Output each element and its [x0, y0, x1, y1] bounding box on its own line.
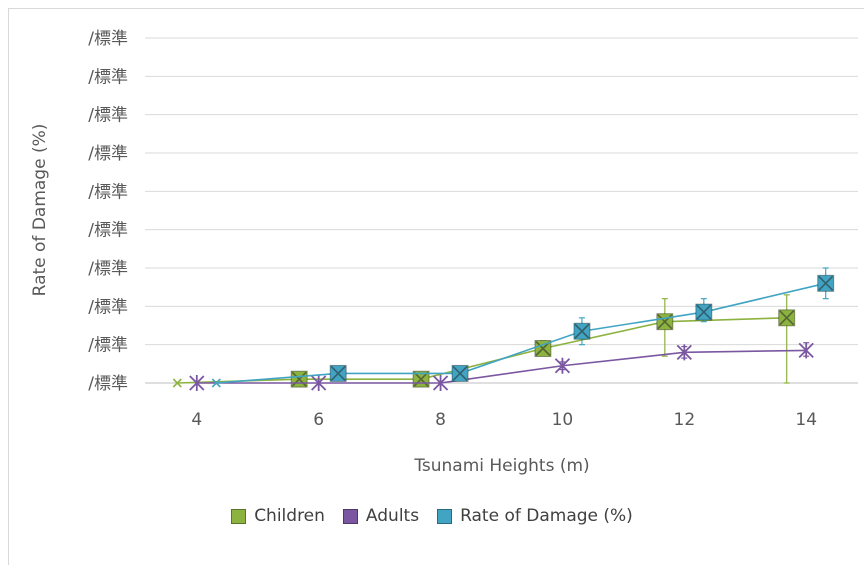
y-tick-label: /標準 — [88, 336, 128, 356]
x-tick-label: 4 — [191, 410, 202, 430]
data-point — [311, 375, 327, 391]
y-tick-label: /標準 — [88, 221, 128, 241]
x-tick-label: 12 — [674, 410, 696, 430]
chart-plot: /標準/標準/標準/標準/標準/標準/標準/標準/標準/標準 4 6 8 10 12 14… — [30, 29, 858, 476]
legend-item-adults[interactable]: Adults — [342, 506, 420, 526]
y-tick-label: /標準 — [88, 374, 128, 394]
data-point-mark — [452, 365, 468, 381]
y-tick-label: /標準 — [88, 182, 128, 202]
series-layer — [172, 267, 835, 391]
y-tick-label: /標準 — [88, 259, 128, 279]
x-tick-label: 6 — [313, 410, 324, 430]
x-tick-label: 10 — [552, 410, 574, 430]
legend-swatch-rate — [437, 508, 453, 524]
data-point-mark — [291, 371, 307, 387]
x-axis-title: Tsunami Heights (m) — [413, 456, 589, 476]
legend-swatch-children — [231, 508, 247, 524]
x-tick-label: 14 — [795, 410, 817, 430]
series-1 — [189, 342, 814, 391]
data-point-mark — [779, 310, 795, 326]
y-tick-label: /標準 — [88, 297, 128, 317]
gridlines — [145, 37, 858, 384]
data-point-mark — [211, 378, 221, 388]
y-tick-label: /標準 — [88, 106, 128, 126]
y-axis-title: Rate of Damage (%) — [30, 124, 50, 297]
data-point-mark — [330, 365, 346, 381]
legend-swatch-adults — [342, 508, 358, 524]
series-line — [216, 282, 826, 384]
legend: Children Adults Rate of Damage (%) — [0, 506, 864, 526]
series-line — [177, 317, 787, 384]
legend-item-children[interactable]: Children — [231, 506, 325, 526]
legend-label-children: Children — [254, 506, 325, 526]
y-tick-label: /標準 — [88, 67, 128, 87]
data-point-mark — [172, 378, 182, 388]
data-point — [676, 344, 692, 361]
y-tick-label: /標準 — [88, 144, 128, 164]
data-point — [554, 357, 571, 374]
x-axis-ticks: 4 6 8 10 12 14 — [191, 410, 817, 430]
data-point-mark — [413, 371, 429, 387]
x-tick-label: 8 — [435, 410, 446, 430]
legend-label-adults: Adults — [365, 506, 420, 526]
series-line — [196, 349, 807, 384]
data-point — [432, 375, 449, 391]
series-2 — [211, 267, 835, 388]
chart-frame — [8, 8, 864, 565]
data-point-mark — [574, 323, 590, 339]
data-point-mark — [696, 304, 712, 320]
data-point-mark — [818, 275, 834, 291]
y-tick-label: /標準 — [88, 29, 128, 49]
legend-label-rate: Rate of Damage (%) — [460, 506, 633, 526]
y-axis-ticks: /標準/標準/標準/標準/標準/標準/標準/標準/標準/標準 — [88, 29, 128, 394]
legend-item-rate[interactable]: Rate of Damage (%) — [437, 506, 633, 526]
data-point — [189, 375, 205, 391]
data-point — [798, 342, 814, 359]
